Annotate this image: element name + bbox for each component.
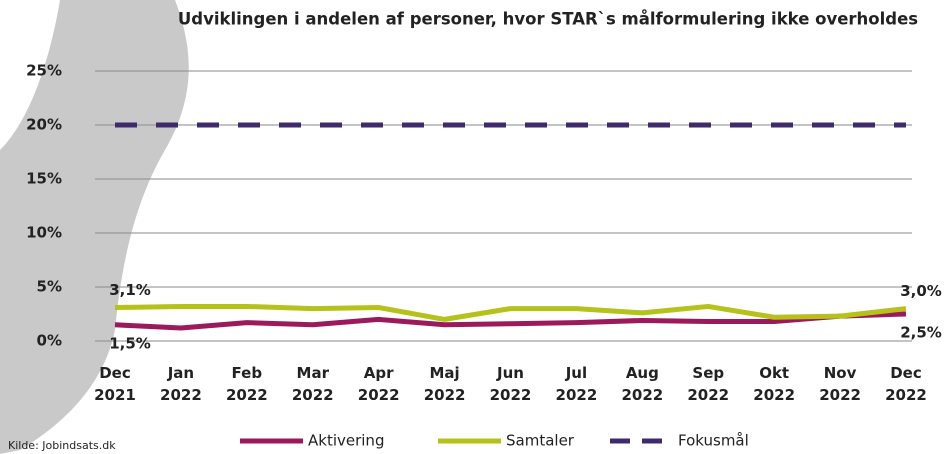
- x-tick-label: Jun 2022: [489, 362, 533, 406]
- y-tick-label: 10%: [26, 224, 62, 242]
- data-label: 1,5%: [109, 334, 151, 352]
- x-tick-label: Okt 2022: [752, 362, 796, 406]
- legend-label: Fokusmål: [678, 432, 749, 450]
- chart-svg: Udviklingen i andelen af personer, hvor …: [0, 0, 944, 454]
- y-tick-label: 20%: [26, 116, 62, 134]
- x-tick-label: Nov 2022: [818, 362, 862, 406]
- chart-title: Udviklingen i andelen af personer, hvor …: [178, 10, 918, 29]
- x-tick-label: Maj 2022: [423, 362, 467, 406]
- x-tick-label: Dec 2021: [93, 362, 137, 406]
- chart: Udviklingen i andelen af personer, hvor …: [0, 0, 944, 454]
- x-tick-label: Jan 2022: [159, 362, 203, 406]
- x-tick-label: Dec 2022: [884, 362, 928, 406]
- x-tick-label: Jul 2022: [554, 362, 598, 406]
- data-label: 3,1%: [109, 281, 151, 299]
- legend-label: Aktivering: [308, 432, 384, 450]
- y-tick-label: 25%: [26, 62, 62, 80]
- y-tick-label: 5%: [37, 278, 62, 296]
- data-label: 2,5%: [900, 324, 942, 342]
- data-label: 3,0%: [900, 282, 942, 300]
- y-tick-label: 0%: [37, 332, 62, 350]
- x-tick-label: Sep 2022: [686, 362, 730, 406]
- x-tick-label: Apr 2022: [357, 362, 401, 406]
- x-tick-label: Mar 2022: [291, 362, 335, 406]
- series-line: [115, 306, 906, 319]
- y-tick-label: 15%: [26, 170, 62, 188]
- x-tick-label: Feb 2022: [225, 362, 269, 406]
- source: Kilde: Jobindsats.dk: [8, 439, 116, 452]
- x-tick-label: Aug 2022: [620, 362, 664, 406]
- legend-label: Samtaler: [506, 432, 575, 450]
